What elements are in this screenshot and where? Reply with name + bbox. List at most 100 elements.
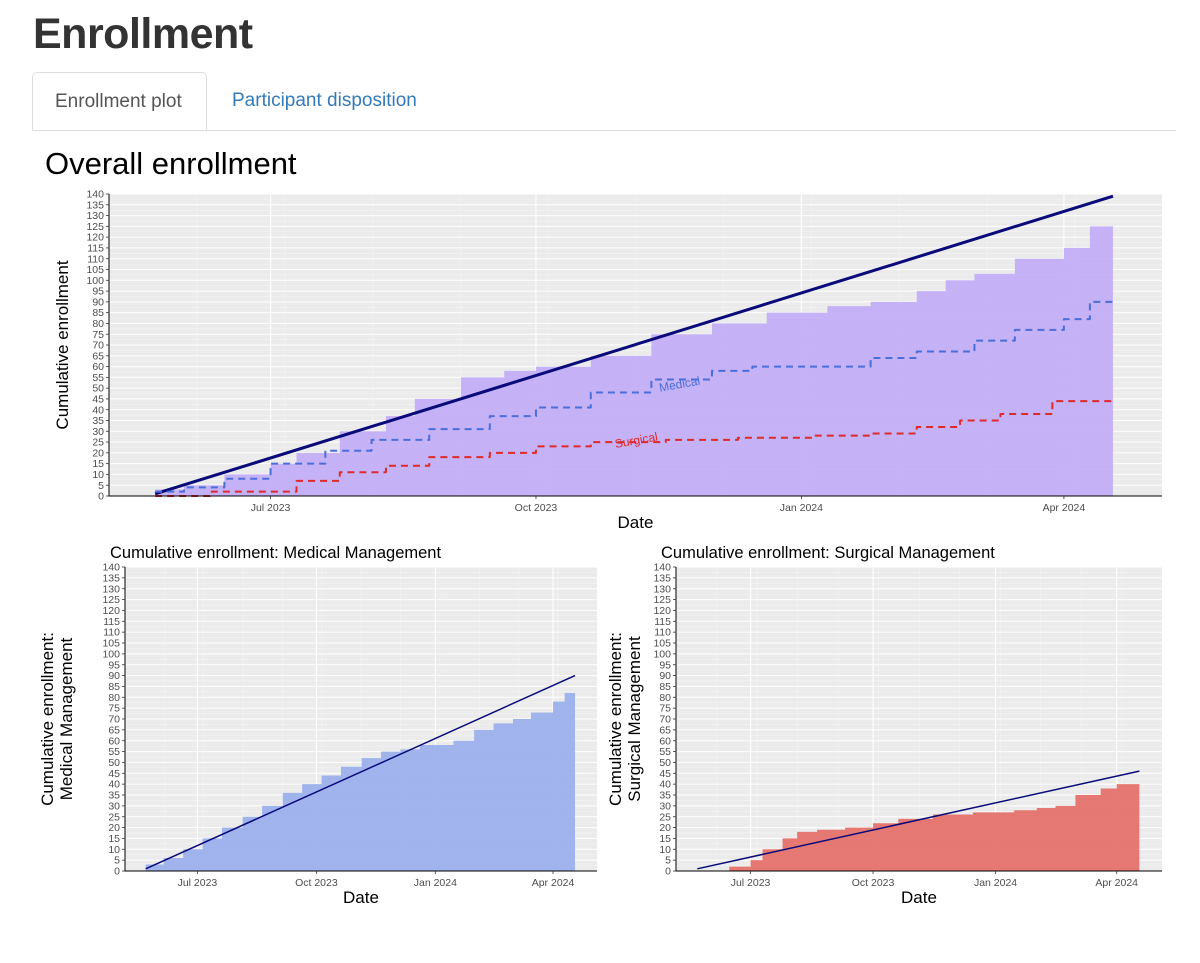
y-axis-title-line: Cumulative enrollment: xyxy=(38,632,57,806)
y-tick-label: 105 xyxy=(653,638,671,650)
x-tick-label: Jul 2023 xyxy=(731,877,771,889)
y-tick-label: 140 xyxy=(653,562,671,574)
x-tick-label: Oct 2023 xyxy=(852,877,895,889)
y-tick-label: 60 xyxy=(92,361,104,373)
y-tick-label: 125 xyxy=(653,594,671,606)
y-tick-label: 90 xyxy=(659,670,671,682)
y-tick-label: 10 xyxy=(92,469,104,481)
y-tick-label: 25 xyxy=(108,811,120,823)
y-tick-label: 55 xyxy=(92,372,104,384)
y-tick-label: 95 xyxy=(92,286,104,298)
y-tick-label: 65 xyxy=(92,350,104,362)
y-tick-label: 75 xyxy=(659,703,671,715)
y-tick-label: 140 xyxy=(86,189,104,201)
x-tick-label: Jul 2023 xyxy=(251,502,291,514)
y-tick-label: 55 xyxy=(659,746,671,758)
target-line xyxy=(145,674,576,870)
tab-participant-disposition[interactable]: Participant disposition xyxy=(232,90,417,111)
chart-title: Cumulative enrollment: Medical Managemen… xyxy=(110,544,441,562)
y-tick-label: 20 xyxy=(659,822,671,834)
y-tick-label: 5 xyxy=(98,480,104,492)
y-tick-label: 20 xyxy=(108,822,120,834)
y-tick-label: 50 xyxy=(108,757,120,769)
y-tick-label: 70 xyxy=(659,714,671,726)
y-tick-label: 130 xyxy=(102,583,120,595)
y-tick-label: 115 xyxy=(87,243,104,255)
y-tick-label: 60 xyxy=(108,735,120,747)
x-axis-title: Date xyxy=(901,888,937,907)
y-tick-label: 110 xyxy=(654,627,671,639)
y-axis-title: Cumulative enrollment:Surgical Managemen… xyxy=(606,632,644,806)
enrollment-area-0 xyxy=(145,679,576,871)
y-tick-label: 35 xyxy=(659,790,671,802)
y-tick-label: 105 xyxy=(86,264,104,276)
y-tick-label: 10 xyxy=(659,844,671,856)
y-tick-label: 55 xyxy=(108,746,120,758)
y-tick-label: 35 xyxy=(92,415,104,427)
y-tick-label: 30 xyxy=(659,800,671,812)
chart-surgical: 0510152025303540455055606570758085909510… xyxy=(606,544,1162,907)
x-tick-label: Apr 2024 xyxy=(1043,502,1086,514)
y-tick-label: 90 xyxy=(92,296,104,308)
x-axis-title: Date xyxy=(343,888,379,907)
y-tick-label: 65 xyxy=(108,724,120,736)
y-tick-label: 95 xyxy=(108,659,120,671)
y-tick-label: 25 xyxy=(92,437,104,449)
y-tick-label: 85 xyxy=(659,681,671,693)
y-tick-label: 80 xyxy=(108,692,120,704)
y-tick-label: 135 xyxy=(102,572,120,584)
x-tick-label: Apr 2024 xyxy=(532,877,575,889)
enrollment-area-0 xyxy=(155,204,1113,497)
y-tick-label: 60 xyxy=(659,735,671,747)
x-axis-title: Date xyxy=(618,513,654,532)
tab-enrollment-plot[interactable]: Enrollment plot xyxy=(32,72,207,130)
y-tick-label: 15 xyxy=(92,458,104,470)
y-tick-label: 20 xyxy=(92,447,104,459)
y-tick-label: 135 xyxy=(86,199,104,211)
y-tick-label: 85 xyxy=(108,681,120,693)
section-title: Overall enrollment xyxy=(45,146,297,181)
y-tick-label: 85 xyxy=(92,307,104,319)
page-title: Enrollment xyxy=(33,10,253,58)
target-line xyxy=(154,194,1114,496)
y-tick-label: 0 xyxy=(665,866,671,878)
y-tick-label: 75 xyxy=(108,703,120,715)
y-tick-label: 35 xyxy=(108,790,120,802)
y-tick-label: 140 xyxy=(102,562,120,574)
target-line xyxy=(697,770,1140,870)
y-tick-label: 70 xyxy=(108,714,120,726)
y-tick-label: 110 xyxy=(103,627,120,639)
y-tick-label: 30 xyxy=(108,800,120,812)
y-tick-label: 15 xyxy=(659,833,671,845)
y-tick-label: 50 xyxy=(659,757,671,769)
y-tick-label: 75 xyxy=(92,329,104,341)
y-tick-label: 115 xyxy=(654,616,671,628)
y-tick-label: 130 xyxy=(86,210,104,222)
y-tick-label: 130 xyxy=(653,583,671,595)
y-tick-label: 70 xyxy=(92,340,104,352)
y-tick-label: 10 xyxy=(108,844,120,856)
y-tick-label: 30 xyxy=(92,426,104,438)
y-tick-label: 80 xyxy=(659,692,671,704)
y-tick-label: 40 xyxy=(108,779,120,791)
y-axis-title-line: Surgical Management xyxy=(625,636,644,802)
x-tick-label: Oct 2023 xyxy=(295,877,338,889)
chart-overall: MedicalSurgical0510152025303540455055606… xyxy=(53,189,1162,532)
enrollment-area-0 xyxy=(729,775,1140,871)
x-tick-label: Jan 2024 xyxy=(974,877,1017,889)
chart-medical: 0510152025303540455055606570758085909510… xyxy=(38,544,597,907)
y-axis-title: Cumulative enrollment xyxy=(53,260,72,429)
y-tick-label: 120 xyxy=(102,605,120,617)
y-tick-label: 135 xyxy=(653,572,671,584)
x-tick-label: Jan 2024 xyxy=(414,877,457,889)
y-tick-label: 5 xyxy=(114,855,120,867)
y-tick-label: 45 xyxy=(108,768,120,780)
y-tick-label: 45 xyxy=(92,394,104,406)
y-tick-label: 0 xyxy=(114,866,120,878)
y-tick-label: 5 xyxy=(665,855,671,867)
x-tick-label: Jan 2024 xyxy=(780,502,823,514)
y-axis-title-line: Cumulative enrollment: xyxy=(606,632,625,806)
y-tick-label: 90 xyxy=(108,670,120,682)
y-tick-label: 40 xyxy=(92,404,104,416)
